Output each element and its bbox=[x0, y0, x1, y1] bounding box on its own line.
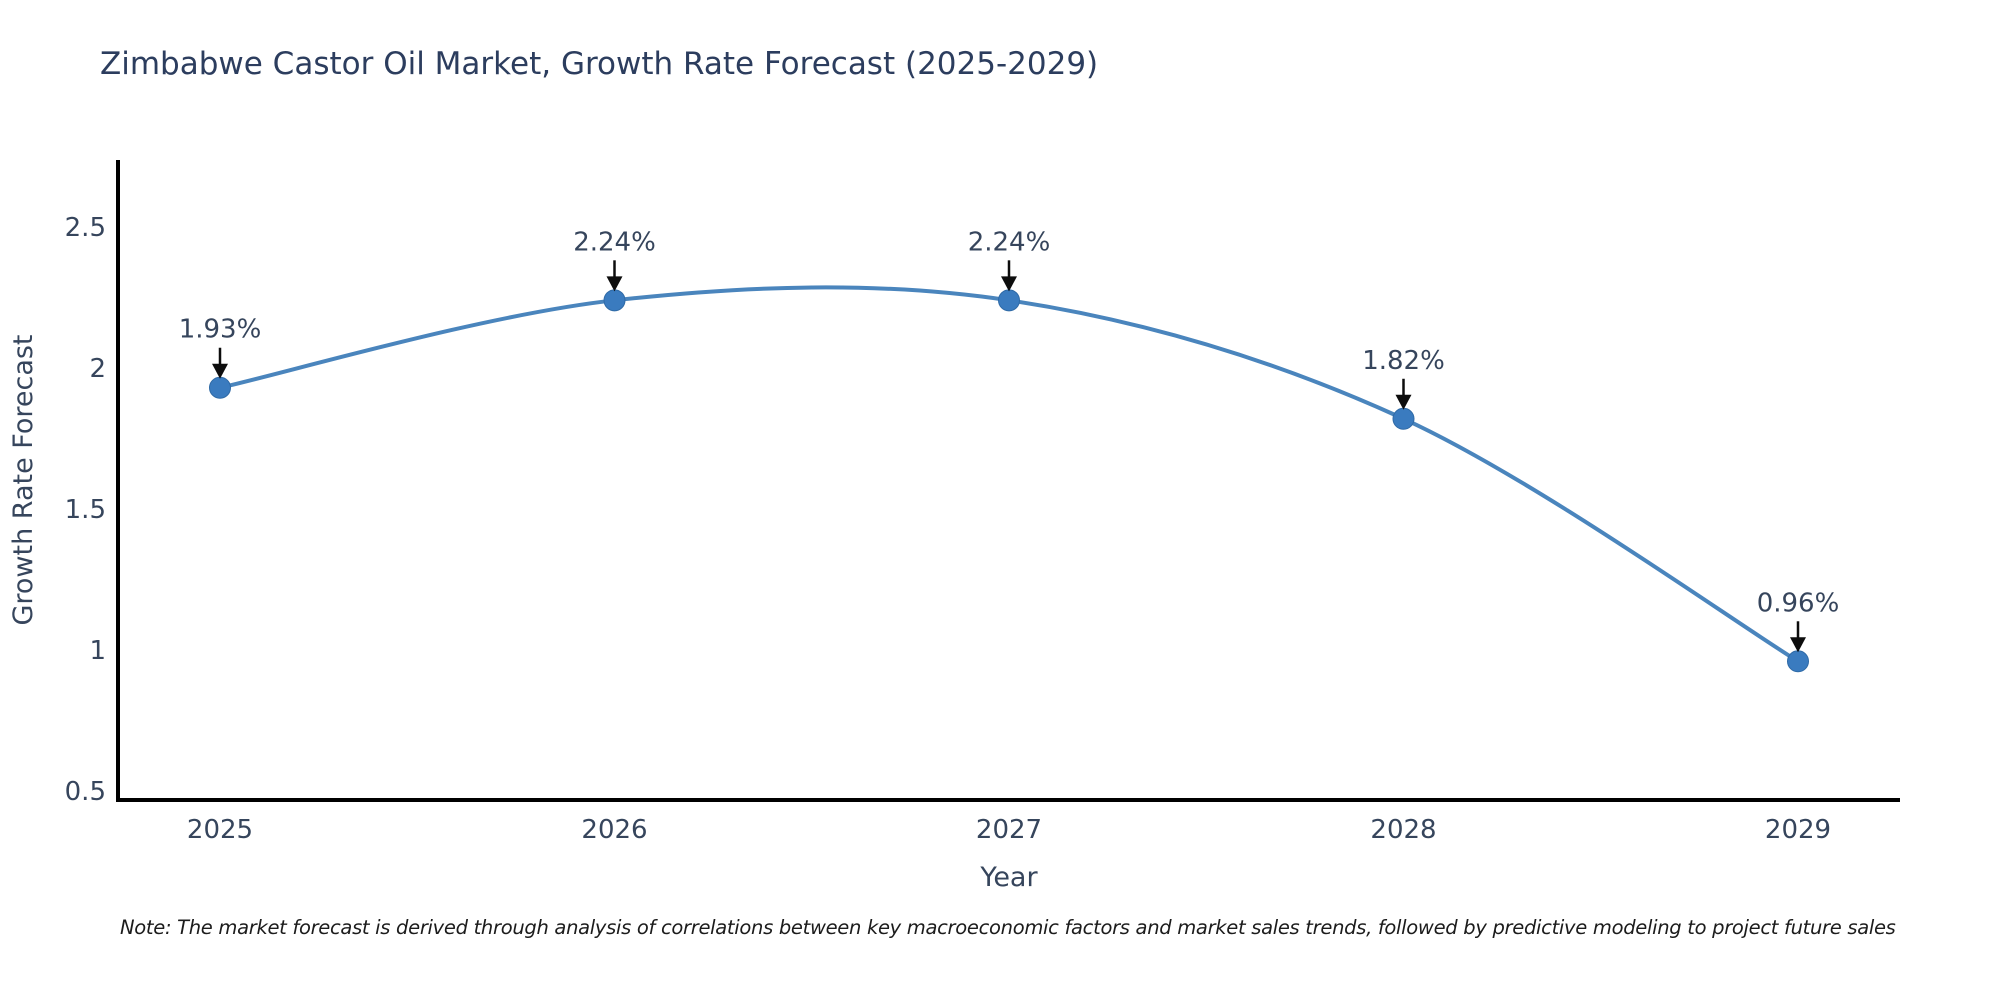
data-point-marker bbox=[603, 289, 626, 312]
point-value-label: 0.96% bbox=[1757, 588, 1840, 618]
annotation-arrowhead bbox=[606, 276, 623, 292]
line-series: 1.93% 2.24% 2.24% 1.82% 0.96% bbox=[179, 227, 1840, 673]
point-value-label: 2.24% bbox=[968, 227, 1051, 257]
y-tick-label: 1.5 bbox=[65, 495, 106, 525]
annotation-arrowhead bbox=[1790, 637, 1806, 653]
annotation-arrowhead bbox=[212, 363, 228, 379]
x-tick-label: 2028 bbox=[1370, 815, 1436, 845]
x-tick-label: 2026 bbox=[581, 815, 647, 845]
y-tick-label: 2 bbox=[89, 354, 106, 384]
x-axis-title: Year bbox=[979, 862, 1038, 893]
data-point-marker bbox=[1787, 650, 1809, 673]
y-tick-label: 2.5 bbox=[65, 213, 106, 243]
x-tick-label: 2029 bbox=[1765, 815, 1831, 845]
y-tick-label: 0.5 bbox=[65, 777, 106, 807]
annotation-arrowhead bbox=[1001, 276, 1017, 292]
footnote: Note: The market forecast is derived thr… bbox=[120, 916, 1896, 939]
chart-title: Zimbabwe Castor Oil Market, Growth Rate … bbox=[100, 46, 1099, 82]
y-axis-title: Growth Rate Forecast bbox=[8, 334, 39, 625]
point-value-label: 1.93% bbox=[179, 315, 262, 345]
data-point-marker bbox=[998, 289, 1020, 312]
point-value-label: 1.82% bbox=[1362, 346, 1445, 376]
x-tick-label: 2027 bbox=[976, 815, 1042, 845]
y-tick-label: 1 bbox=[89, 636, 106, 666]
point-value-label: 2.24% bbox=[573, 227, 656, 257]
data-point-marker bbox=[1392, 407, 1415, 430]
trend-line bbox=[218, 285, 1800, 664]
annotation-arrowhead bbox=[1395, 394, 1412, 410]
x-tick-label: 2025 bbox=[187, 815, 253, 845]
axis-spine bbox=[116, 160, 1900, 802]
data-point-marker bbox=[209, 376, 231, 399]
